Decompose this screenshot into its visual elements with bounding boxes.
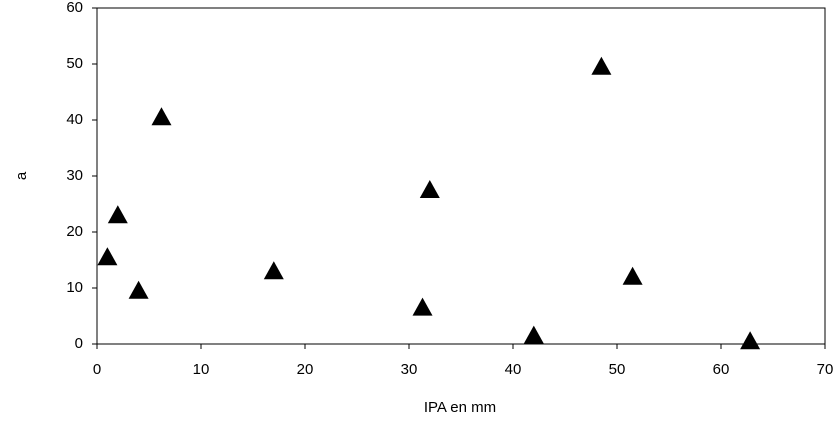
x-axis-label: IPA en mm bbox=[424, 399, 496, 416]
marker bbox=[107, 205, 128, 224]
marker bbox=[622, 266, 643, 285]
x-tick-label: 0 bbox=[93, 361, 101, 378]
x-tick-label: 20 bbox=[297, 361, 314, 378]
y-tick-label: 20 bbox=[66, 223, 83, 240]
marker bbox=[591, 56, 612, 75]
marker bbox=[128, 280, 149, 299]
marker bbox=[419, 180, 440, 198]
plot-frame bbox=[96, 7, 826, 345]
y-tick-label: 0 bbox=[75, 335, 83, 352]
marker bbox=[97, 247, 118, 266]
marker bbox=[523, 325, 544, 344]
x-tick-label: 10 bbox=[193, 361, 210, 378]
x-tick-label: 40 bbox=[505, 361, 522, 378]
marker bbox=[740, 331, 761, 350]
marker bbox=[263, 261, 284, 280]
y-tick-label: 30 bbox=[66, 167, 83, 184]
marker bbox=[412, 297, 433, 316]
x-tick-label: 60 bbox=[713, 361, 730, 378]
y-tick-label: 50 bbox=[66, 55, 83, 72]
y-tick-label: 40 bbox=[66, 111, 83, 128]
y-tick-label: 60 bbox=[66, 0, 83, 16]
y-tick-label: 10 bbox=[66, 279, 83, 296]
x-tick-label: 30 bbox=[401, 361, 418, 378]
x-tick-label: 70 bbox=[817, 361, 834, 378]
marker bbox=[151, 107, 172, 126]
x-tick-label: 50 bbox=[609, 361, 626, 378]
y-axis-label: a bbox=[13, 171, 30, 180]
